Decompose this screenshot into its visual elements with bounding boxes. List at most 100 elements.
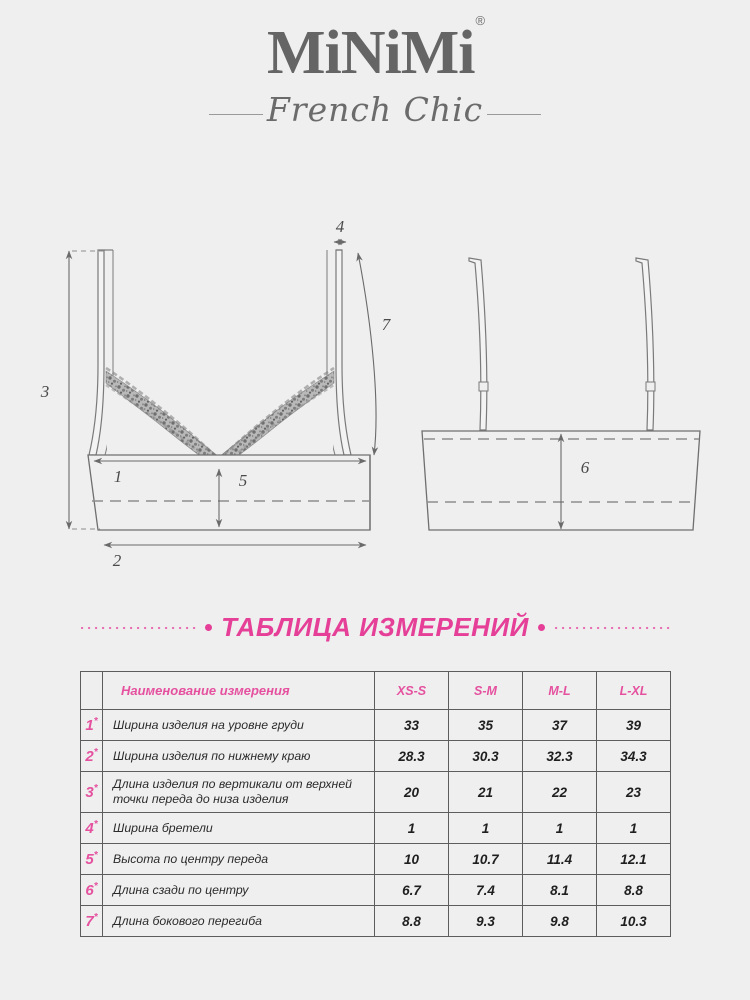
- registered-trademark-icon: ®: [475, 13, 485, 29]
- bullet-dot-right-icon: [537, 624, 545, 631]
- row-value-s-m: 35: [448, 709, 523, 741]
- row-value-s-m: 10.7: [448, 843, 523, 875]
- brand-tagline-text: French Chic: [266, 90, 484, 129]
- measurement-table-body: 1* Ширина изделия на уровне груди 33 35 …: [80, 709, 671, 937]
- table-row: 1* Ширина изделия на уровне груди 33 35 …: [80, 709, 671, 741]
- row-value-l-xl: 10.3: [596, 905, 671, 937]
- row-value-l-xl: 1: [596, 812, 671, 844]
- row-value-l-xl: 8.8: [596, 874, 671, 906]
- dimension-label-7: 7: [382, 315, 392, 334]
- bullet-dot-left-icon: [205, 624, 213, 631]
- row-number-text: 7: [85, 913, 94, 930]
- row-value-m-l: 11.4: [522, 843, 597, 875]
- row-value-s-m: 7.4: [448, 874, 523, 906]
- table-row: 2* Ширина изделия по нижнему краю 28.3 3…: [80, 740, 671, 772]
- bralette-front-view: 3 1 2 5 4 7: [40, 217, 392, 570]
- row-value-m-l: 32.3: [522, 740, 597, 772]
- row-value-l-xl: 23: [596, 771, 671, 813]
- row-value-xs-s: 20: [374, 771, 449, 813]
- table-row: 6* Длина сзади по центру 6.7 7.4 8.1 8.8: [80, 874, 671, 906]
- dotted-rule-right: [553, 621, 670, 634]
- asterisk-icon: *: [93, 747, 98, 758]
- dimension-label-3: 3: [40, 382, 50, 401]
- front-right-strap: [335, 249, 352, 456]
- row-number-text: 2: [85, 748, 94, 765]
- measurement-table-head: Наименование измерения XS-S S-M M-L L-XL: [80, 671, 671, 710]
- row-value-xs-s: 28.3: [374, 740, 449, 772]
- row-value-m-l: 9.8: [522, 905, 597, 937]
- front-cup-panel: [107, 375, 333, 455]
- row-value-xs-s: 1: [374, 812, 449, 844]
- row-value-s-m: 30.3: [448, 740, 523, 772]
- header-cell-number: [80, 671, 103, 710]
- table-header-row: Наименование измерения XS-S S-M M-L L-XL: [80, 671, 671, 710]
- row-number: 7*: [80, 905, 103, 937]
- asterisk-icon: *: [93, 783, 98, 794]
- front-body-panel: [87, 454, 371, 531]
- row-value-l-xl: 12.1: [596, 843, 671, 875]
- row-value-xs-s: 10: [374, 843, 449, 875]
- row-number-text: 3: [85, 784, 94, 801]
- row-value-m-l: 1: [522, 812, 597, 844]
- row-number: 3*: [80, 771, 103, 813]
- row-number: 4*: [80, 812, 103, 844]
- row-name: Ширина изделия на уровне груди: [102, 709, 375, 741]
- dotted-rule-left: [80, 621, 197, 634]
- table-row: 4* Ширина бретели 1 1 1 1: [80, 812, 671, 844]
- row-name: Длина сзади по центру: [102, 874, 375, 906]
- brand-logo: MiNiMi® French Chic: [0, 14, 750, 129]
- row-name: Высота по центру переда: [102, 843, 375, 875]
- swash-left-decoration: [208, 114, 263, 115]
- row-number-text: 6: [85, 882, 94, 899]
- asterisk-icon: *: [93, 819, 98, 830]
- brand-wordmark: MiNiMi®: [266, 14, 485, 87]
- table-row: 7* Длина бокового перегиба 8.8 9.3 9.8 1…: [80, 905, 671, 937]
- row-value-s-m: 1: [448, 812, 523, 844]
- table-row: 3* Длина изделия по вертикали от верхней…: [80, 771, 671, 813]
- row-number: 5*: [80, 843, 103, 875]
- row-number-text: 5: [85, 851, 94, 868]
- measurement-table: Наименование измерения XS-S S-M M-L L-XL…: [80, 671, 671, 937]
- asterisk-icon: *: [93, 881, 98, 892]
- asterisk-icon: *: [93, 912, 98, 923]
- measurement-table-section: ТАБЛИЦА ИЗМЕРЕНИЙ Наименование измерения…: [0, 612, 750, 937]
- row-number-text: 1: [85, 717, 94, 734]
- bralette-back-view: 6: [421, 257, 701, 531]
- brand-tagline: French Chic: [0, 90, 750, 129]
- row-value-m-l: 22: [522, 771, 597, 813]
- swash-right-decoration: [487, 114, 542, 115]
- row-value-s-m: 9.3: [448, 905, 523, 937]
- row-name: Ширина бретели: [102, 812, 375, 844]
- dimension-label-1: 1: [114, 467, 123, 486]
- dimension-7-line: [356, 252, 379, 456]
- back-right-strap-adjuster: [645, 381, 656, 392]
- back-left-strap-adjuster: [478, 381, 489, 392]
- page-title: ТАБЛИЦА ИЗМЕРЕНИЙ: [221, 612, 529, 642]
- header-cell-name: Наименование измерения: [102, 671, 375, 710]
- header-cell-size-l-xl: L-XL: [596, 671, 671, 710]
- header-cell-size-s-m: S-M: [448, 671, 523, 710]
- row-value-xs-s: 8.8: [374, 905, 449, 937]
- dimension-label-4: 4: [336, 217, 345, 236]
- row-value-xs-s: 33: [374, 709, 449, 741]
- row-name: Ширина изделия по нижнему краю: [102, 740, 375, 772]
- row-value-xs-s: 6.7: [374, 874, 449, 906]
- drawing-svg: 3 1 2 5 4 7 6: [40, 217, 701, 570]
- row-value-m-l: 37: [522, 709, 597, 741]
- row-number: 1*: [80, 709, 103, 741]
- technical-drawing: 3 1 2 5 4 7 6: [0, 205, 750, 595]
- row-number: 6*: [80, 874, 103, 906]
- table-row: 5* Высота по центру переда 10 10.7 11.4 …: [80, 843, 671, 875]
- row-value-l-xl: 39: [596, 709, 671, 741]
- asterisk-icon: *: [93, 850, 98, 861]
- asterisk-icon: *: [93, 716, 98, 727]
- brand-wordmark-text: MiNiMi: [266, 19, 475, 87]
- header-cell-size-xs-s: XS-S: [374, 671, 449, 710]
- row-name: Длина бокового перегиба: [102, 905, 375, 937]
- dimension-label-2: 2: [113, 551, 122, 570]
- back-right-strap: [635, 257, 655, 431]
- front-left-strap: [88, 249, 105, 456]
- back-left-strap: [468, 257, 488, 431]
- row-number: 2*: [80, 740, 103, 772]
- dimension-label-5: 5: [239, 471, 248, 490]
